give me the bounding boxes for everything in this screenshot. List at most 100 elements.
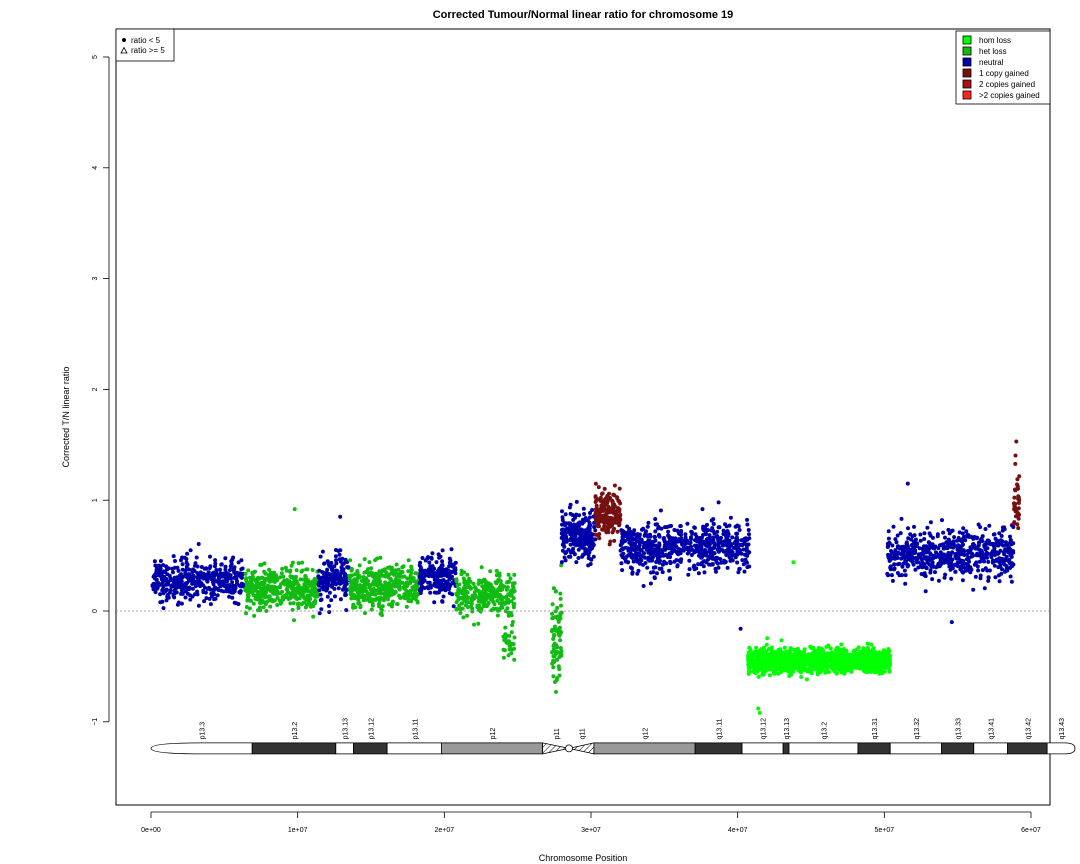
data-point	[239, 575, 244, 580]
data-point	[719, 560, 724, 565]
data-point	[1002, 552, 1007, 557]
ideogram-band-label: p13.3	[200, 722, 207, 740]
data-point	[465, 572, 470, 577]
data-point	[638, 537, 643, 542]
data-point	[618, 548, 623, 553]
data-point	[839, 642, 844, 647]
data-point	[190, 581, 195, 586]
data-point	[639, 548, 643, 552]
data-point	[745, 522, 750, 527]
data-point	[272, 577, 277, 582]
data-point	[499, 597, 504, 602]
data-point	[387, 572, 392, 577]
data-point	[289, 563, 294, 568]
data-point	[959, 543, 964, 548]
data-point	[509, 593, 514, 598]
data-point	[275, 603, 280, 607]
data-point	[255, 579, 259, 584]
data-point	[495, 613, 500, 618]
data-point	[512, 572, 517, 577]
data-point	[912, 524, 916, 529]
data-point	[801, 667, 806, 672]
data-point	[454, 606, 459, 611]
data-point	[406, 569, 411, 574]
data-point	[910, 542, 915, 547]
data-point	[319, 580, 324, 585]
data-point	[317, 568, 322, 573]
chart-title: Corrected Tumour/Normal linear ratio for…	[433, 9, 734, 21]
data-point	[502, 638, 507, 643]
data-point	[489, 591, 494, 596]
data-point	[837, 664, 842, 669]
data-point	[879, 657, 884, 662]
data-point	[651, 555, 655, 560]
data-point	[923, 589, 928, 594]
data-point	[758, 648, 763, 653]
data-point	[154, 582, 159, 587]
data-point	[978, 525, 983, 530]
data-point	[212, 592, 217, 597]
ideogram-band	[440, 742, 543, 755]
data-point	[941, 555, 945, 560]
data-point	[194, 555, 199, 560]
ideogram-band	[251, 742, 337, 755]
data-point	[288, 596, 293, 601]
data-point	[645, 565, 650, 570]
data-point	[477, 603, 481, 608]
data-point	[550, 661, 555, 666]
data-point	[922, 547, 927, 552]
data-point	[656, 524, 661, 529]
data-point	[715, 547, 720, 552]
data-point	[753, 660, 758, 664]
data-point	[336, 548, 341, 553]
data-point	[265, 599, 270, 604]
data-point	[1013, 514, 1018, 519]
data-point	[615, 529, 620, 534]
data-point	[677, 532, 682, 537]
data-point	[653, 517, 658, 521]
data-point	[512, 635, 517, 640]
data-point	[486, 601, 491, 606]
data-point	[304, 567, 309, 572]
ideogram-band	[150, 742, 253, 755]
data-point	[836, 657, 840, 662]
data-point	[322, 561, 327, 566]
data-point	[307, 595, 312, 600]
data-point	[559, 603, 563, 608]
data-point	[472, 622, 476, 627]
data-point	[160, 575, 165, 580]
data-point	[329, 598, 334, 603]
data-point	[695, 539, 700, 544]
data-point	[791, 657, 796, 662]
data-point	[223, 564, 228, 569]
data-point	[678, 559, 683, 564]
data-point	[494, 573, 499, 578]
data-point	[461, 586, 466, 591]
data-point	[153, 590, 158, 595]
data-point	[611, 528, 616, 533]
data-point	[916, 560, 921, 565]
data-point	[229, 565, 234, 569]
data-point	[219, 562, 224, 567]
data-point	[367, 560, 372, 565]
ideogram-band	[593, 742, 696, 755]
data-point	[216, 588, 221, 592]
data-point	[226, 583, 230, 588]
data-point	[394, 579, 399, 584]
data-point	[889, 549, 893, 553]
data-point	[845, 661, 850, 666]
data-point	[511, 605, 516, 610]
data-point	[581, 552, 586, 557]
data-point	[872, 657, 877, 662]
data-point	[706, 528, 711, 533]
data-point	[554, 589, 558, 594]
data-point	[631, 559, 636, 564]
data-point	[258, 591, 263, 595]
data-point	[600, 504, 605, 509]
data-point	[825, 657, 830, 662]
data-point	[207, 596, 212, 601]
data-point	[357, 587, 362, 592]
data-point	[708, 552, 713, 557]
data-point	[378, 555, 383, 560]
data-point	[804, 654, 809, 659]
